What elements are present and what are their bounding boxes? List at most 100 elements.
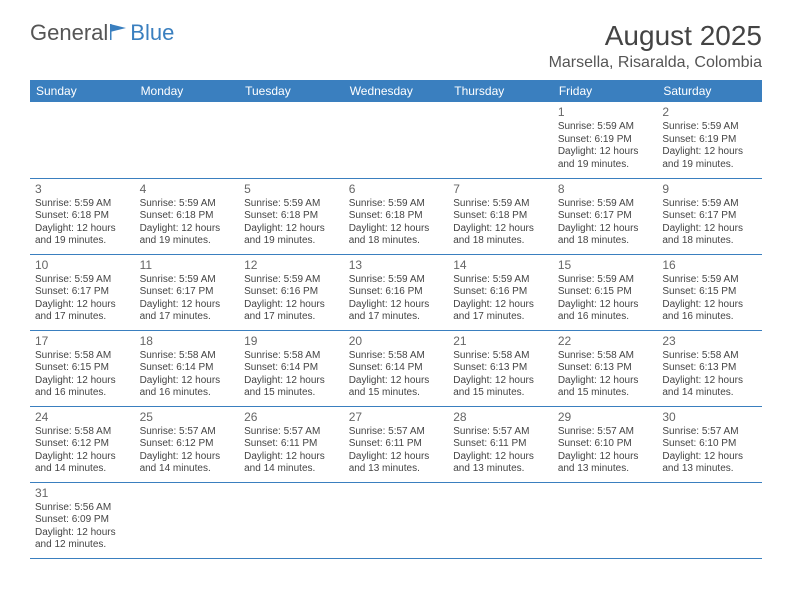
- calendar-day-cell: 22Sunrise: 5:58 AMSunset: 6:13 PMDayligh…: [553, 330, 658, 406]
- calendar-day-cell: 16Sunrise: 5:59 AMSunset: 6:15 PMDayligh…: [657, 254, 762, 330]
- sunset-text: Sunset: 6:18 PM: [35, 210, 130, 223]
- daylight-text: Daylight: 12 hours: [349, 375, 444, 388]
- calendar-day-cell: [135, 482, 240, 558]
- daylight-text: and 17 minutes.: [244, 311, 339, 324]
- daylight-text: and 17 minutes.: [453, 311, 548, 324]
- daylight-text: and 16 minutes.: [558, 311, 653, 324]
- day-number: 14: [453, 258, 548, 273]
- day-number: 16: [662, 258, 757, 273]
- calendar-day-cell: 25Sunrise: 5:57 AMSunset: 6:12 PMDayligh…: [135, 406, 240, 482]
- sunrise-text: Sunrise: 5:57 AM: [349, 426, 444, 439]
- sunrise-text: Sunrise: 5:59 AM: [35, 274, 130, 287]
- day-number: 18: [140, 334, 235, 349]
- weekday-header: Wednesday: [344, 80, 449, 102]
- daylight-text: Daylight: 12 hours: [558, 375, 653, 388]
- calendar-day-cell: [344, 482, 449, 558]
- sunrise-text: Sunrise: 5:58 AM: [662, 350, 757, 363]
- calendar-day-cell: 17Sunrise: 5:58 AMSunset: 6:15 PMDayligh…: [30, 330, 135, 406]
- sunset-text: Sunset: 6:18 PM: [244, 210, 339, 223]
- daylight-text: Daylight: 12 hours: [662, 299, 757, 312]
- weekday-header: Saturday: [657, 80, 762, 102]
- sunset-text: Sunset: 6:15 PM: [558, 286, 653, 299]
- calendar-day-cell: 4Sunrise: 5:59 AMSunset: 6:18 PMDaylight…: [135, 178, 240, 254]
- calendar-table: Sunday Monday Tuesday Wednesday Thursday…: [30, 80, 762, 559]
- logo: General Blue: [30, 20, 174, 46]
- daylight-text: and 15 minutes.: [244, 387, 339, 400]
- day-number: 13: [349, 258, 444, 273]
- sunset-text: Sunset: 6:18 PM: [349, 210, 444, 223]
- day-number: 27: [349, 410, 444, 425]
- daylight-text: and 14 minutes.: [662, 387, 757, 400]
- title-block: August 2025 Marsella, Risaralda, Colombi…: [549, 20, 762, 72]
- calendar-day-cell: 28Sunrise: 5:57 AMSunset: 6:11 PMDayligh…: [448, 406, 553, 482]
- day-number: 22: [558, 334, 653, 349]
- sunrise-text: Sunrise: 5:59 AM: [453, 274, 548, 287]
- daylight-text: and 13 minutes.: [349, 463, 444, 476]
- sunset-text: Sunset: 6:14 PM: [244, 362, 339, 375]
- daylight-text: Daylight: 12 hours: [453, 223, 548, 236]
- sunrise-text: Sunrise: 5:59 AM: [35, 198, 130, 211]
- daylight-text: and 16 minutes.: [662, 311, 757, 324]
- calendar-day-cell: 30Sunrise: 5:57 AMSunset: 6:10 PMDayligh…: [657, 406, 762, 482]
- daylight-text: and 12 minutes.: [35, 539, 130, 552]
- sunrise-text: Sunrise: 5:59 AM: [662, 274, 757, 287]
- day-number: 11: [140, 258, 235, 273]
- location: Marsella, Risaralda, Colombia: [549, 54, 762, 72]
- day-number: 28: [453, 410, 548, 425]
- calendar-day-cell: [553, 482, 658, 558]
- sunrise-text: Sunrise: 5:57 AM: [453, 426, 548, 439]
- logo-text-1: General: [30, 20, 108, 46]
- day-number: 6: [349, 182, 444, 197]
- calendar-body: 1Sunrise: 5:59 AMSunset: 6:19 PMDaylight…: [30, 102, 762, 558]
- daylight-text: Daylight: 12 hours: [558, 451, 653, 464]
- calendar-day-cell: 29Sunrise: 5:57 AMSunset: 6:10 PMDayligh…: [553, 406, 658, 482]
- sunrise-text: Sunrise: 5:59 AM: [244, 274, 339, 287]
- day-number: 23: [662, 334, 757, 349]
- daylight-text: Daylight: 12 hours: [349, 299, 444, 312]
- daylight-text: Daylight: 12 hours: [140, 299, 235, 312]
- sunrise-text: Sunrise: 5:59 AM: [662, 121, 757, 134]
- daylight-text: Daylight: 12 hours: [453, 375, 548, 388]
- sunset-text: Sunset: 6:11 PM: [349, 438, 444, 451]
- daylight-text: and 16 minutes.: [140, 387, 235, 400]
- sunset-text: Sunset: 6:09 PM: [35, 514, 130, 527]
- sunset-text: Sunset: 6:12 PM: [35, 438, 130, 451]
- calendar-day-cell: [448, 482, 553, 558]
- daylight-text: and 19 minutes.: [662, 159, 757, 172]
- calendar-day-cell: [239, 482, 344, 558]
- daylight-text: Daylight: 12 hours: [662, 375, 757, 388]
- calendar-day-cell: 5Sunrise: 5:59 AMSunset: 6:18 PMDaylight…: [239, 178, 344, 254]
- sunset-text: Sunset: 6:17 PM: [140, 286, 235, 299]
- sunrise-text: Sunrise: 5:57 AM: [140, 426, 235, 439]
- daylight-text: Daylight: 12 hours: [35, 299, 130, 312]
- weekday-header-row: Sunday Monday Tuesday Wednesday Thursday…: [30, 80, 762, 102]
- daylight-text: Daylight: 12 hours: [244, 223, 339, 236]
- daylight-text: Daylight: 12 hours: [35, 527, 130, 540]
- day-number: 20: [349, 334, 444, 349]
- daylight-text: and 14 minutes.: [140, 463, 235, 476]
- daylight-text: Daylight: 12 hours: [35, 375, 130, 388]
- logo-text-2: Blue: [130, 20, 174, 46]
- weekday-header: Monday: [135, 80, 240, 102]
- sunset-text: Sunset: 6:16 PM: [244, 286, 339, 299]
- daylight-text: and 14 minutes.: [244, 463, 339, 476]
- calendar-day-cell: 21Sunrise: 5:58 AMSunset: 6:13 PMDayligh…: [448, 330, 553, 406]
- daylight-text: and 18 minutes.: [349, 235, 444, 248]
- daylight-text: Daylight: 12 hours: [244, 299, 339, 312]
- sunrise-text: Sunrise: 5:58 AM: [453, 350, 548, 363]
- sunset-text: Sunset: 6:10 PM: [662, 438, 757, 451]
- day-number: 10: [35, 258, 130, 273]
- sunrise-text: Sunrise: 5:56 AM: [35, 502, 130, 515]
- calendar-day-cell: 7Sunrise: 5:59 AMSunset: 6:18 PMDaylight…: [448, 178, 553, 254]
- sunset-text: Sunset: 6:13 PM: [662, 362, 757, 375]
- daylight-text: and 18 minutes.: [558, 235, 653, 248]
- day-number: 12: [244, 258, 339, 273]
- sunset-text: Sunset: 6:17 PM: [558, 210, 653, 223]
- sunset-text: Sunset: 6:18 PM: [453, 210, 548, 223]
- daylight-text: and 13 minutes.: [453, 463, 548, 476]
- sunrise-text: Sunrise: 5:58 AM: [558, 350, 653, 363]
- sunset-text: Sunset: 6:15 PM: [35, 362, 130, 375]
- sunrise-text: Sunrise: 5:58 AM: [140, 350, 235, 363]
- calendar-week-row: 10Sunrise: 5:59 AMSunset: 6:17 PMDayligh…: [30, 254, 762, 330]
- sunrise-text: Sunrise: 5:58 AM: [35, 426, 130, 439]
